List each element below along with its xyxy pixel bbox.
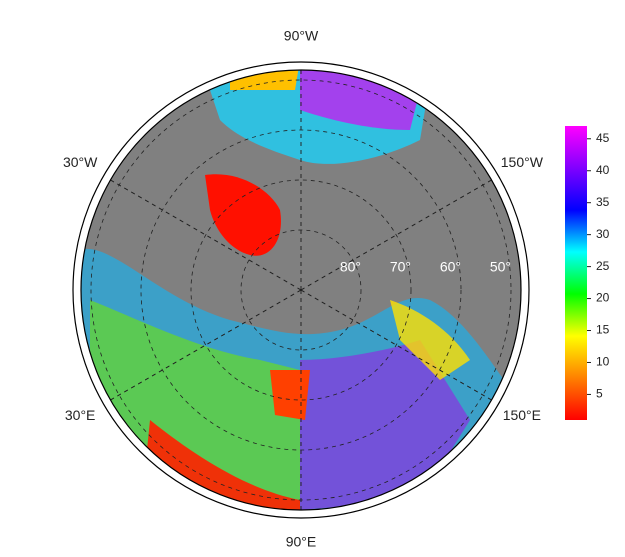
field-patch: [270, 370, 310, 420]
longitude-label: 30°W: [63, 154, 98, 170]
frame-inner: [80, 69, 522, 511]
colorbar: [565, 126, 587, 420]
longitude-label: 90°W: [284, 28, 319, 44]
colorbar-tick-label: 15: [596, 323, 610, 337]
graticule: [90, 70, 512, 510]
colorbar-tick-label: 40: [596, 163, 610, 177]
latitude-label: 70°: [390, 259, 411, 275]
latitude-label: 60°: [440, 259, 461, 275]
colorbar-tick-label: 30: [596, 227, 610, 241]
latitude-label: 80°: [340, 259, 361, 275]
colorbar-tick-label: 25: [596, 259, 610, 273]
longitude-label: 150°E: [503, 407, 541, 423]
field-patch: [390, 300, 470, 380]
longitude-label: 90°E: [286, 534, 317, 550]
colorbar-tick-label: 35: [596, 195, 610, 209]
colorbar-tick-label: 45: [596, 131, 610, 145]
colorbar-tick-label: 20: [596, 291, 610, 305]
greenland: [205, 174, 281, 256]
longitude-label: 30°E: [65, 407, 96, 423]
latitude-label: 50°: [490, 259, 511, 275]
latitude-circle: [190, 179, 412, 401]
colorbar-tick-label: 10: [596, 355, 610, 369]
colorbar-tick-label: 5: [596, 387, 603, 401]
field-patch: [300, 340, 470, 510]
longitude-label: 150°W: [501, 154, 544, 170]
